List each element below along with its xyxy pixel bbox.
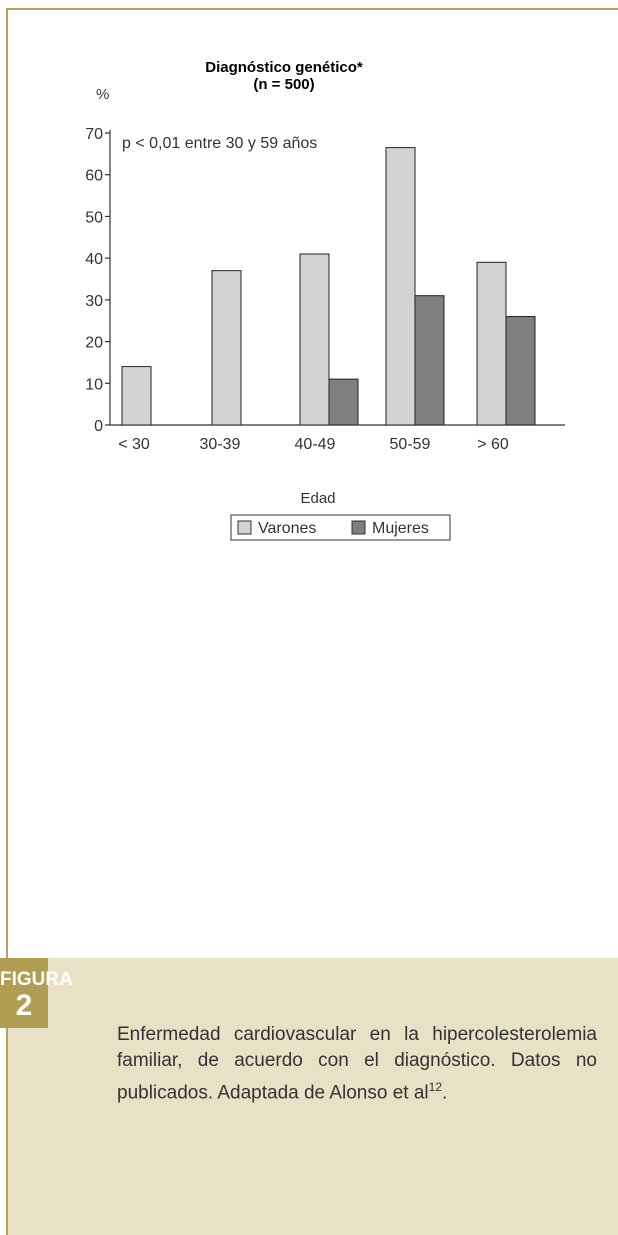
significance-note: p < 0,01 entre 30 y 59 años <box>122 135 317 152</box>
bar-mujeres <box>328 378 359 426</box>
y-tick-label: 0 <box>94 418 103 435</box>
y-tick-label: 10 <box>85 376 103 393</box>
y-tick-label: 20 <box>85 335 103 352</box>
bar-varones <box>121 366 152 426</box>
figure-tag: FIGURA 2 <box>0 958 73 1028</box>
y-tick-label: 30 <box>85 293 103 310</box>
legend-label-mujeres: Mujeres <box>372 520 429 537</box>
x-tick-label: 50-59 <box>390 470 431 473</box>
caption-body: Enfermedad cardiovascular en la hipercol… <box>117 1024 597 1104</box>
chart-clinical: Diagnóstico clínico(n = 819)%p < 0,01 en… <box>118 470 509 541</box>
figure-number: 2 <box>15 989 33 1022</box>
bar-mujeres <box>505 316 536 426</box>
caption-box <box>8 958 618 1235</box>
x-tick-label: > 60 <box>477 470 509 473</box>
figure-frame <box>6 8 618 1235</box>
chart-genetic: Diagnóstico genético*(n = 500)% p < 0,01 … <box>85 59 565 453</box>
legend-swatch-mujeres <box>351 520 366 535</box>
y-tick-label: 60 <box>85 168 103 185</box>
x-tick-label: 40-49 <box>295 436 336 453</box>
x-tick-label: 30-39 <box>200 436 241 453</box>
legend-box <box>230 514 451 541</box>
x-tick-label: > 60 <box>477 436 509 453</box>
bar-varones <box>299 253 330 426</box>
chart-subtitle: (n = 500) <box>253 76 314 93</box>
bar-varones <box>476 261 507 426</box>
x-tick-label: 50-59 <box>390 436 431 453</box>
bar-varones <box>211 270 242 426</box>
caption-end: . <box>442 1082 448 1104</box>
x-tick-label: < 30 <box>118 470 150 473</box>
legend-label-varones: Varones <box>258 520 316 537</box>
legend-swatch-varones <box>237 520 252 535</box>
figure-label: FIGURA <box>0 969 73 990</box>
caption-reference: 12 <box>428 1080 442 1094</box>
x-tick-label: 30-39 <box>200 470 241 473</box>
x-tick-label: 40-49 <box>295 470 336 473</box>
figure-caption: Enfermedad cardiovascular en la hipercol… <box>117 1022 597 1106</box>
y-tick-label: 50 <box>85 209 103 226</box>
y-tick-label: 40 <box>85 251 103 268</box>
y-axis-label: % <box>96 86 109 103</box>
bar-varones <box>385 147 416 426</box>
x-axis-label: Edad <box>300 490 335 507</box>
x-tick-label: < 30 <box>118 436 150 453</box>
bar-mujeres <box>414 295 445 426</box>
y-tick-label: 70 <box>85 126 103 143</box>
chart-title: Diagnóstico genético* <box>205 59 363 76</box>
